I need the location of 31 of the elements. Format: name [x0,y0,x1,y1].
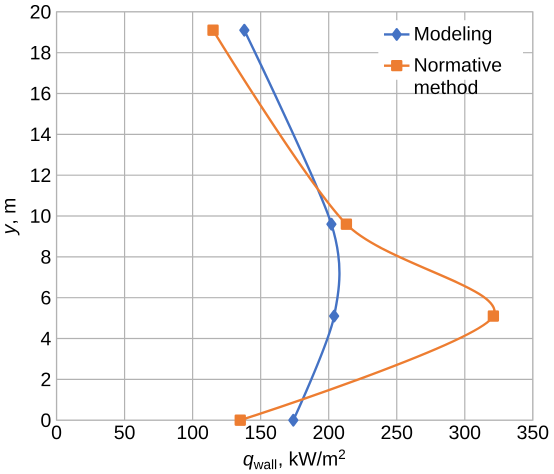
y-tick-label: 14 [31,127,51,141]
y-axis-title: y, m [4,198,20,236]
y-tick-label: 18 [31,46,50,60]
x-axis-title: q$_{wall}$, kW/m$^{2}$ [244,449,346,470]
point [207,24,219,36]
x-tick-label: 200 [314,425,344,439]
point [288,414,298,426]
point [239,24,250,36]
point [234,414,246,426]
x-tick-label: 150 [246,425,276,439]
y-tick-label: 16 [31,86,50,100]
x-tick-label: 350 [517,425,548,439]
x-tick-label: 0 [52,425,62,439]
y-tick-label: 4 [40,332,51,345]
y-tick-label: 8 [41,250,50,264]
point [340,218,352,230]
y-tick-label: 12 [31,168,50,182]
y-tick-label: 2 [41,372,50,386]
point [329,309,340,322]
y-tick-label: 10 [31,208,51,223]
y-tick-label: 20 [30,4,51,18]
legend-label: Modeling [415,26,492,44]
x-tick-label: 250 [382,425,412,439]
point [488,310,500,322]
point [326,218,337,230]
x-tick-label: 100 [178,425,208,439]
y-tick-label: 0 [41,413,51,427]
x-tick-label: 300 [449,425,480,439]
legend-label: Normative method [414,57,502,94]
y-tick-label: 6 [41,290,50,304]
x-tick-label: 50 [114,425,135,439]
